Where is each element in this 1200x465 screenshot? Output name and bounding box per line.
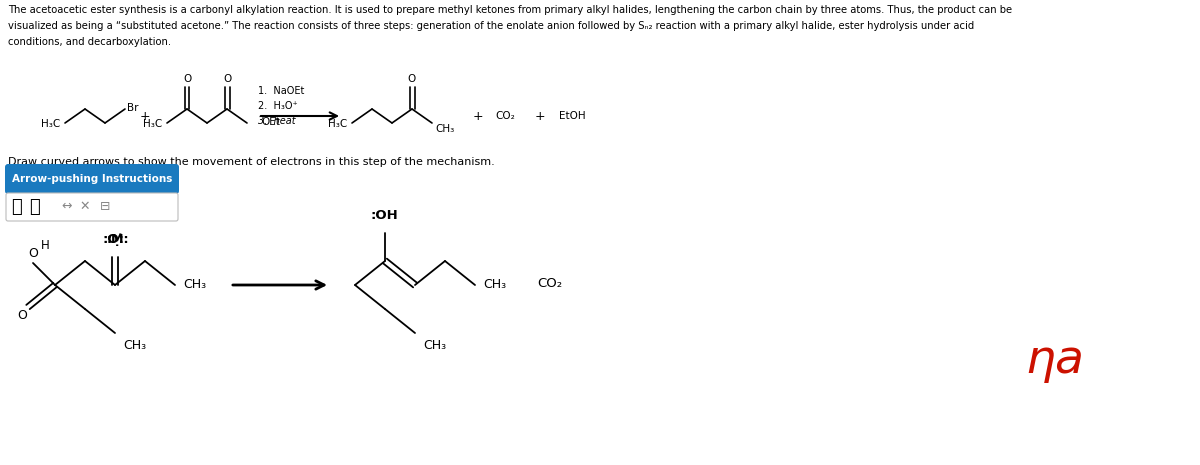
Text: CO₂: CO₂ [538, 277, 563, 290]
FancyBboxPatch shape [5, 164, 179, 194]
Text: H₃C: H₃C [41, 119, 60, 129]
Text: O: O [28, 246, 38, 259]
Text: +: + [473, 109, 484, 122]
Text: ⌒: ⌒ [12, 198, 23, 215]
Text: visualized as being a “substituted acetone.” The reaction consists of three step: visualized as being a “substituted aceto… [8, 21, 974, 31]
Text: O: O [17, 308, 26, 321]
Text: H₃C: H₃C [328, 119, 347, 129]
Text: CH₃: CH₃ [436, 124, 455, 134]
Text: CH₃: CH₃ [182, 278, 206, 291]
Text: OEt: OEt [262, 117, 280, 127]
Text: CH₃: CH₃ [422, 339, 446, 352]
Text: 2.  H₃O⁺: 2. H₃O⁺ [258, 101, 298, 111]
Text: EtOH: EtOH [559, 111, 586, 121]
Text: CH₃: CH₃ [124, 339, 146, 352]
Text: H₃C: H₃C [143, 119, 162, 129]
Text: 3.  heat: 3. heat [258, 116, 295, 126]
Text: +: + [139, 109, 150, 122]
Text: CO₂: CO₂ [496, 111, 515, 121]
Text: ηa: ηa [1026, 338, 1085, 383]
Text: Br: Br [127, 103, 138, 113]
Text: ↔: ↔ [61, 200, 72, 213]
Text: CH₃: CH₃ [482, 278, 506, 291]
Text: 1.  NaOEt: 1. NaOEt [258, 86, 305, 96]
Text: :Ṃ̇:: :Ṃ̇: [107, 232, 130, 246]
Text: ✕: ✕ [79, 200, 90, 213]
FancyBboxPatch shape [6, 193, 178, 221]
Text: O: O [223, 74, 232, 84]
Text: O: O [182, 74, 191, 84]
Text: ⊟: ⊟ [100, 200, 110, 213]
Text: :O:: :O: [103, 232, 125, 246]
Text: Arrow-pushing Instructions: Arrow-pushing Instructions [12, 173, 172, 184]
Text: O: O [408, 74, 416, 84]
Text: The acetoacetic ester synthesis is a carbonyl alkylation reaction. It is used to: The acetoacetic ester synthesis is a car… [8, 5, 1012, 15]
Text: H: H [41, 239, 49, 252]
Text: ⌒: ⌒ [30, 198, 41, 215]
Text: :OH: :OH [370, 208, 398, 221]
Text: +: + [535, 109, 545, 122]
Text: Draw curved arrows to show the movement of electrons in this step of the mechani: Draw curved arrows to show the movement … [8, 157, 494, 167]
Text: conditions, and decarboxylation.: conditions, and decarboxylation. [8, 37, 172, 47]
